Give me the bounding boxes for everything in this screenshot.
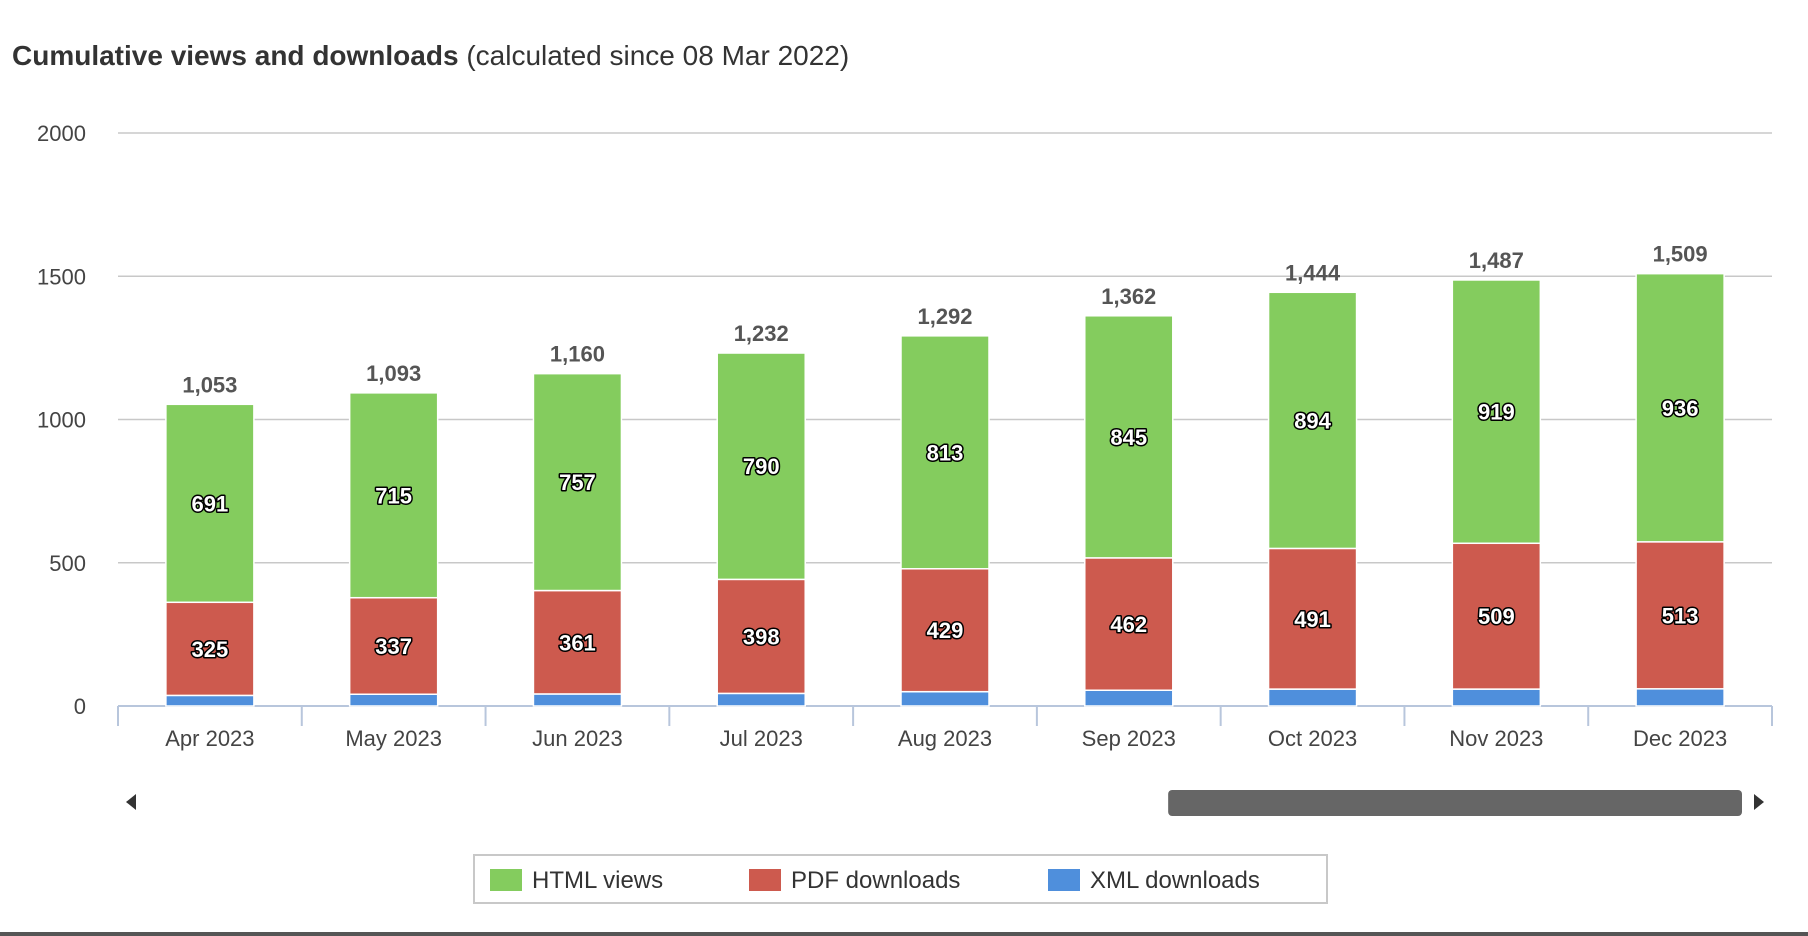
legend-swatch[interactable]: [1048, 869, 1080, 891]
bar-html-views[interactable]: [1084, 315, 1174, 559]
bar-pdf-downloads[interactable]: [716, 578, 806, 695]
data-label: 491: [1294, 607, 1331, 632]
y-tick-label: 500: [49, 551, 86, 576]
bottom-border: [0, 932, 1808, 936]
bar-pdf-downloads[interactable]: [532, 589, 623, 695]
x-tick-label: Dec 2023: [1633, 726, 1727, 751]
bar-xml-downloads[interactable]: [165, 694, 255, 707]
bar-pdf-downloads[interactable]: [1451, 542, 1542, 690]
x-tick-label: Jul 2023: [720, 726, 803, 751]
legend-swatch[interactable]: [749, 869, 781, 891]
bar-xml-downloads[interactable]: [1635, 688, 1725, 707]
bar-pdf-downloads[interactable]: [165, 601, 255, 697]
chart-title-main: Cumulative views and downloads: [12, 40, 459, 71]
data-label: 361: [559, 630, 596, 655]
x-tick-label: Oct 2023: [1268, 726, 1357, 751]
data-label: 894: [1294, 408, 1331, 433]
chart-subtitle: (calculated since 08 Mar 2022): [466, 40, 850, 71]
y-tick-label: 0: [74, 694, 86, 719]
bar-xml-downloads[interactable]: [1451, 688, 1542, 707]
data-label: 429: [927, 618, 964, 643]
bar-pdf-downloads[interactable]: [1635, 541, 1725, 690]
data-label: 325: [192, 637, 229, 662]
chart-title: Cumulative views and downloads (calculat…: [12, 40, 849, 72]
total-label: 1,487: [1469, 248, 1524, 273]
bar-xml-downloads[interactable]: [1267, 688, 1358, 707]
bar-xml-downloads[interactable]: [1084, 689, 1174, 707]
total-label: 1,292: [917, 304, 972, 329]
bar-xml-downloads[interactable]: [900, 690, 990, 707]
x-tick-label: Nov 2023: [1449, 726, 1543, 751]
bar-html-views[interactable]: [348, 392, 439, 599]
bar-html-views[interactable]: [716, 352, 806, 581]
legend-swatch[interactable]: [490, 869, 522, 891]
total-label: 1,053: [182, 372, 237, 397]
scroll-left-arrow-icon[interactable]: [126, 794, 136, 810]
scroll-right-arrow-icon[interactable]: [1754, 794, 1764, 810]
bar-xml-downloads[interactable]: [532, 693, 623, 707]
y-tick-label: 1000: [37, 408, 86, 433]
data-label: 513: [1662, 603, 1699, 628]
legend-label[interactable]: PDF downloads: [791, 867, 960, 894]
data-label: 936: [1662, 396, 1699, 421]
bar-html-views[interactable]: [900, 335, 990, 570]
x-tick-label: Aug 2023: [898, 726, 992, 751]
legend-box: [473, 854, 1328, 904]
x-tick-label: Sep 2023: [1082, 726, 1176, 751]
bar-xml-downloads[interactable]: [348, 693, 439, 707]
data-label: 462: [1110, 612, 1147, 637]
x-tick-label: May 2023: [345, 726, 442, 751]
bar-html-views[interactable]: [1451, 279, 1542, 545]
data-label: 715: [375, 483, 412, 508]
y-tick-label: 2000: [37, 121, 86, 146]
data-label: 845: [1110, 425, 1147, 450]
y-tick-label: 1500: [37, 264, 86, 289]
data-label: 337: [375, 634, 412, 659]
bar-html-views[interactable]: [1635, 272, 1725, 543]
data-label: 398: [743, 624, 780, 649]
bar-xml-downloads[interactable]: [716, 692, 806, 707]
total-label: 1,093: [366, 361, 421, 386]
data-label: 919: [1478, 400, 1515, 425]
total-label: 1,362: [1101, 284, 1156, 309]
legend-label[interactable]: XML downloads: [1090, 867, 1260, 894]
scrollbar-thumb[interactable]: [1168, 790, 1742, 816]
legend-label[interactable]: HTML views: [532, 867, 663, 894]
x-tick-label: Jun 2023: [532, 726, 623, 751]
bar-html-views[interactable]: [165, 403, 255, 604]
bar-pdf-downloads[interactable]: [900, 568, 990, 693]
data-label: 757: [559, 470, 596, 495]
total-label: 1,232: [734, 321, 789, 346]
data-label: 509: [1478, 604, 1515, 629]
total-label: 1,509: [1653, 242, 1708, 267]
total-label: 1,444: [1285, 260, 1341, 285]
data-label: 790: [743, 454, 780, 479]
x-tick-label: Apr 2023: [165, 726, 254, 751]
data-label: 691: [192, 491, 229, 516]
bar-html-views[interactable]: [1267, 291, 1358, 550]
data-label: 813: [927, 440, 964, 465]
bar-html-views[interactable]: [532, 372, 623, 592]
total-label: 1,160: [550, 342, 605, 367]
